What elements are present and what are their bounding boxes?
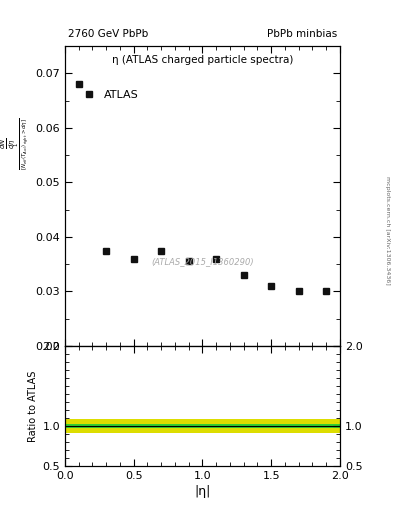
ATLAS — [214, 255, 219, 262]
ATLAS — [296, 288, 301, 294]
Line: ATLAS: ATLAS — [76, 81, 329, 294]
Text: PbPb minbias: PbPb minbias — [267, 29, 337, 38]
Text: $\frac{dN}{d\eta}$: $\frac{dN}{d\eta}$ — [0, 138, 17, 149]
ATLAS — [104, 247, 108, 253]
Legend: ATLAS: ATLAS — [76, 88, 141, 102]
ATLAS — [76, 81, 81, 88]
Text: 2760 GeV PbPb: 2760 GeV PbPb — [68, 29, 148, 38]
ATLAS — [186, 259, 191, 265]
Text: $\frac{1}{[N_{eff}\langle T_{A_{coll}}\rangle_{right}>d\eta]}$: $\frac{1}{[N_{eff}\langle T_{A_{coll}}\r… — [13, 117, 31, 169]
Y-axis label: Ratio to ATLAS: Ratio to ATLAS — [28, 370, 38, 442]
ATLAS — [241, 272, 246, 278]
X-axis label: |η|: |η| — [194, 485, 211, 498]
Text: η (ATLAS charged particle spectra): η (ATLAS charged particle spectra) — [112, 55, 293, 65]
ATLAS — [324, 288, 329, 294]
Text: mcplots.cern.ch [arXiv:1306.3436]: mcplots.cern.ch [arXiv:1306.3436] — [385, 176, 390, 285]
ATLAS — [131, 255, 136, 262]
ATLAS — [269, 283, 274, 289]
Text: (ATLAS_2015_I1360290): (ATLAS_2015_I1360290) — [151, 258, 254, 267]
ATLAS — [159, 247, 163, 253]
